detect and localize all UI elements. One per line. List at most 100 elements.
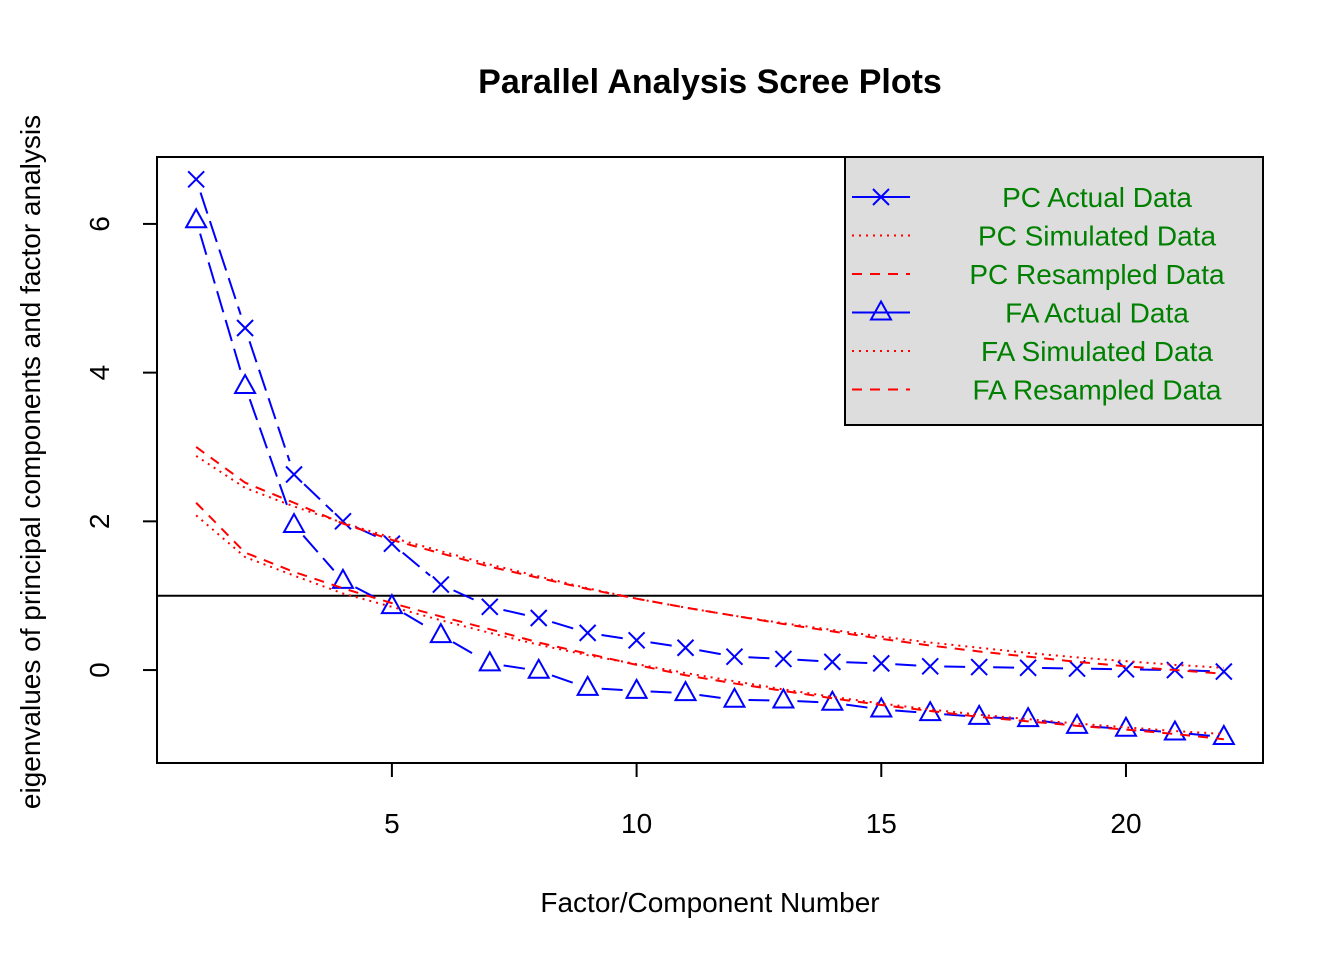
data-point-triangle-marker (380, 593, 404, 615)
data-point-triangle-marker (820, 689, 845, 711)
data-point-triangle-marker (869, 696, 893, 718)
plot-frame (156, 156, 1264, 764)
legend-label: PC Resampled Data (969, 259, 1225, 290)
data-point-x-marker (530, 609, 548, 627)
legend-label: FA Resampled Data (972, 375, 1221, 406)
series-segment (452, 641, 479, 658)
data-point-triangle-marker (527, 657, 551, 679)
data-point-x-marker (627, 631, 646, 650)
series-fa-simulated-data (195, 514, 1224, 735)
series-segment (699, 694, 721, 699)
data-point-x-marker (578, 624, 597, 642)
legend-item: FA Simulated Data (852, 336, 1213, 367)
series-segment (797, 700, 819, 704)
series-segment (503, 664, 526, 670)
legend-item: PC Resampled Data (852, 259, 1225, 290)
data-point-triangle-marker (478, 650, 502, 672)
series-segment (797, 658, 819, 663)
legend-item: PC Actual Data (852, 182, 1192, 213)
data-point-x-marker (432, 575, 450, 594)
data-point-x-marker (774, 650, 793, 668)
data-point-x-marker (481, 598, 499, 616)
series-segment (248, 398, 291, 513)
series-line-fa-simulated-data (195, 514, 1224, 735)
data-point-triangle-marker (282, 512, 306, 534)
data-point-triangle-marker (673, 680, 698, 702)
series-segment (402, 551, 431, 577)
series-segment (302, 534, 335, 571)
data-point-x-marker (187, 170, 205, 189)
series-segment (503, 608, 526, 616)
series-segment (1188, 732, 1210, 737)
data-point-x-marker (676, 639, 695, 657)
data-point-x-marker (872, 654, 890, 673)
series-segment (944, 713, 966, 717)
axes: 5 10 15 20 0 2 4 6 (84, 156, 1264, 839)
legend-label: FA Simulated Data (981, 336, 1213, 367)
series-segment (551, 674, 575, 685)
data-point-triangle-marker (233, 372, 257, 395)
series-line-pc-resampled-data (195, 446, 1224, 675)
data-point-x-marker (1019, 659, 1037, 677)
series-segment (699, 649, 721, 656)
data-point-x-marker (334, 512, 352, 531)
data-point-triangle-marker (1212, 723, 1236, 745)
legend-triangle-marker-icon (869, 299, 893, 321)
legend-item: FA Resampled Data (852, 375, 1222, 406)
data-point-x-marker (970, 658, 988, 676)
data-point-x-marker (1117, 660, 1135, 679)
series-segment (601, 687, 623, 692)
series-segment (354, 586, 380, 601)
series-segment (650, 641, 672, 647)
data-point-x-marker (725, 647, 744, 666)
series-segment (846, 703, 868, 709)
legend-label: PC Actual Data (1002, 182, 1192, 213)
series-segment (1139, 728, 1162, 733)
legend-item: FA Actual Data (852, 298, 1189, 329)
legend-box (844, 156, 1264, 426)
data-point-x-marker (285, 465, 303, 484)
x-tick-label: 10 (621, 808, 652, 839)
series-line-fa-resampled-data (195, 502, 1224, 741)
legend-label: FA Actual Data (1005, 298, 1189, 329)
data-point-triangle-marker (771, 687, 796, 709)
series-pc-actual-data (187, 170, 1233, 681)
y-tick-label: 2 (84, 514, 115, 530)
series-segment (846, 661, 868, 664)
y-axis-label: eigenvalues of principal components and … (15, 115, 46, 809)
series-segment (650, 690, 672, 694)
series-segment (551, 621, 575, 630)
data-point-triangle-marker (575, 674, 600, 696)
series-segment (199, 192, 242, 316)
legend-label: PC Simulated Data (978, 221, 1217, 252)
plot-area (157, 170, 1263, 745)
data-point-triangle-marker (429, 622, 453, 644)
y-tick-label: 6 (84, 216, 115, 232)
series-segment (248, 340, 291, 462)
data-point-triangle-marker (1016, 706, 1040, 728)
data-point-triangle-marker (624, 677, 649, 699)
series-segment (403, 612, 430, 629)
series-segment (303, 483, 334, 513)
legend-x-marker-icon (872, 188, 890, 206)
y-tick-label: 4 (84, 365, 115, 381)
y-tick-label: 0 (84, 662, 115, 678)
data-point-x-marker (1215, 662, 1233, 681)
series-segment (895, 663, 917, 667)
series-segment (748, 656, 770, 660)
data-point-x-marker (236, 319, 254, 337)
series-pc-resampled-data (195, 446, 1224, 675)
series-segment (601, 633, 623, 640)
series-segment (199, 233, 243, 373)
x-tick-label: 5 (384, 808, 400, 839)
legend: PC Actual Data PC Simulated Data PC Resamp… (844, 156, 1264, 426)
x-axis-label: Factor/Component Number (540, 887, 879, 918)
data-point-x-marker (921, 657, 939, 676)
data-point-triangle-marker (184, 207, 208, 229)
series-fa-resampled-data (195, 502, 1224, 741)
chart-title: Parallel Analysis Scree Plots (478, 63, 942, 101)
data-point-triangle-marker (331, 567, 355, 589)
series-segment (895, 709, 917, 714)
